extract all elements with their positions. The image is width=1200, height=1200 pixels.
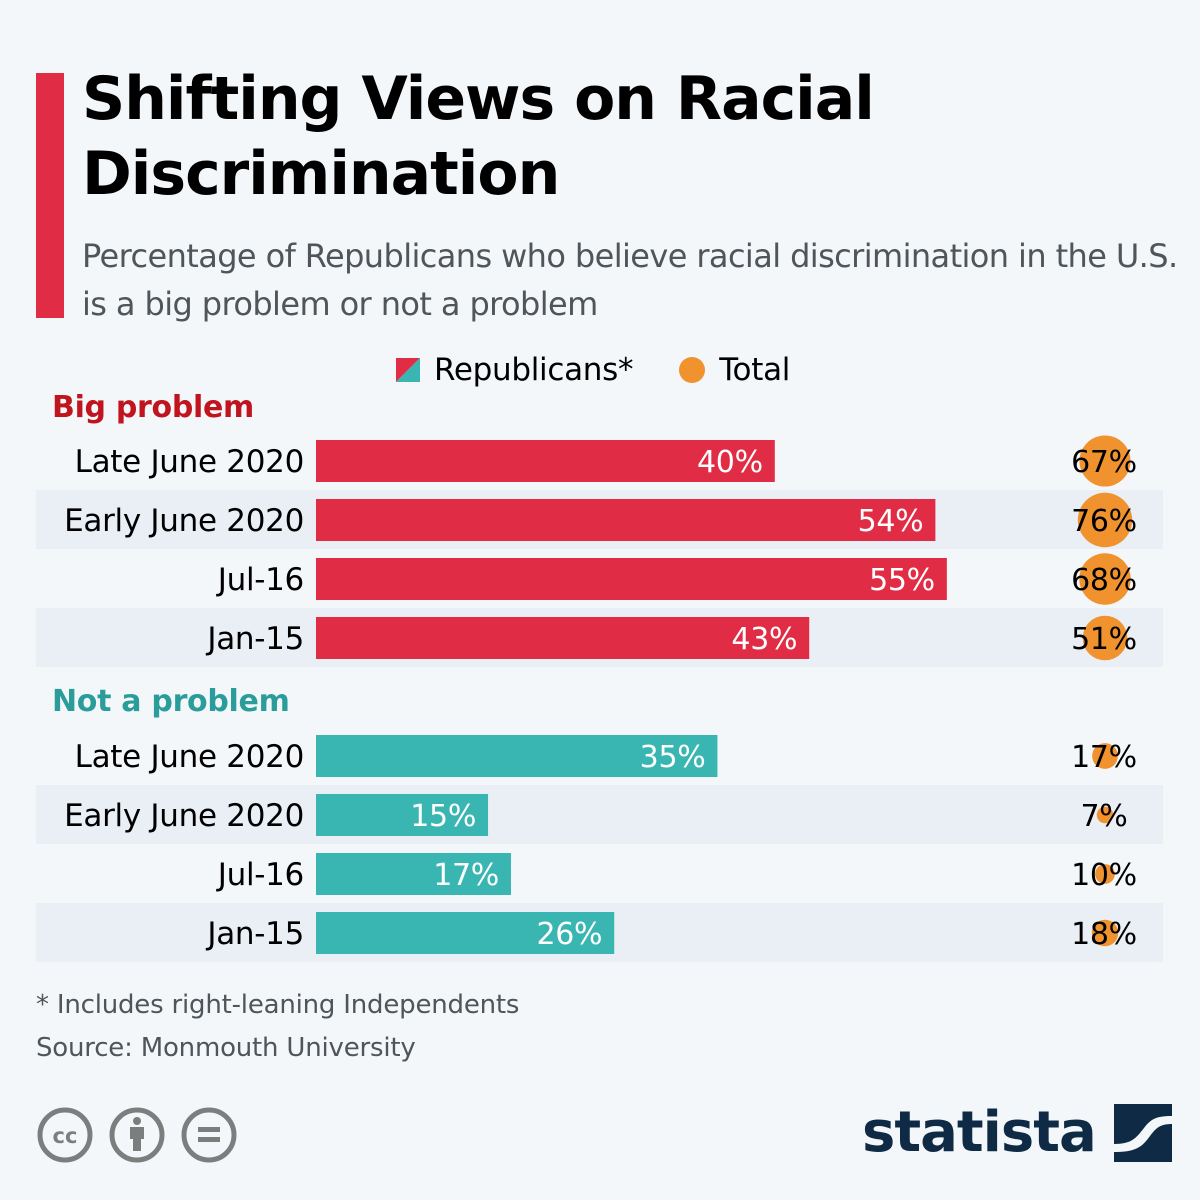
republicans-bar: [316, 853, 511, 895]
republicans-swatch-icon: [396, 358, 420, 382]
category-label: Late June 2020: [75, 739, 304, 775]
total-value-label: 18%: [1071, 917, 1137, 952]
total-dot: [1095, 864, 1115, 884]
total-dot: [1082, 615, 1128, 661]
attribution-icon[interactable]: [108, 1106, 166, 1164]
category-label: Late June 2020: [75, 444, 304, 480]
republicans-value-label: 40%: [697, 445, 763, 480]
section-title-not-a-problem: Not a problem: [52, 684, 290, 719]
total-dot: [1096, 806, 1114, 824]
total-value-label: 7%: [1081, 799, 1128, 834]
total-value-label: 67%: [1071, 445, 1137, 480]
total-value-label: 17%: [1071, 740, 1137, 775]
source-note: Source: Monmouth University: [36, 1033, 416, 1063]
statista-logo[interactable]: statista: [862, 1098, 1172, 1168]
accent-bar: [36, 73, 64, 318]
row-band: [36, 785, 1163, 844]
total-dot: [1077, 492, 1133, 548]
category-label: Jan-15: [205, 621, 304, 657]
total-dot-icon: [679, 357, 706, 383]
category-label: Jan-15: [205, 916, 304, 952]
republicans-value-label: 43%: [731, 622, 797, 657]
total-dot: [1091, 919, 1119, 947]
license-icons: cc: [36, 1106, 238, 1164]
total-value-label: 51%: [1071, 622, 1137, 657]
statista-mark-icon: [1113, 1104, 1172, 1162]
republicans-value-label: 54%: [858, 504, 924, 539]
total-dot: [1079, 553, 1131, 605]
republicans-bar: [316, 440, 775, 482]
svg-text:cc: cc: [53, 1124, 78, 1148]
republicans-bar: [316, 558, 947, 600]
category-label: Jul-16: [216, 562, 304, 598]
republicans-value-label: 17%: [433, 858, 499, 893]
republicans-value-label: 26%: [536, 917, 602, 952]
republicans-bar: [316, 794, 489, 836]
republicans-bar: [316, 735, 718, 777]
republicans-value-label: 35%: [640, 740, 706, 775]
category-label: Jul-16: [216, 857, 304, 893]
cc-icon[interactable]: cc: [36, 1106, 94, 1164]
legend: Republicans* Total: [396, 350, 790, 390]
footnote: * Includes right-leaning Independents: [36, 990, 520, 1020]
chart-title: Shifting Views on Racial Discrimination: [82, 64, 875, 209]
total-dot: [1092, 743, 1118, 769]
chart-subtitle: Percentage of Republicans who believe ra…: [82, 237, 1178, 323]
republicans-bar: [316, 617, 810, 659]
total-value-label: 68%: [1071, 563, 1137, 598]
republicans-value-label: 15%: [410, 799, 476, 834]
total-dot: [1079, 435, 1131, 487]
republicans-bar: [316, 499, 936, 541]
republicans-value-label: 55%: [869, 563, 935, 598]
section-title-big-problem: Big problem: [52, 390, 255, 425]
category-label: Early June 2020: [64, 503, 304, 539]
total-value-label: 76%: [1071, 504, 1137, 539]
category-label: Early June 2020: [64, 798, 304, 834]
total-value-label: 10%: [1071, 858, 1137, 893]
republicans-bar: [316, 912, 615, 954]
brand-name: statista: [862, 1100, 1097, 1165]
legend-republicans-label: Republicans*: [434, 352, 634, 388]
no-derivatives-icon[interactable]: [180, 1106, 238, 1164]
legend-total-label: Total: [719, 352, 791, 388]
